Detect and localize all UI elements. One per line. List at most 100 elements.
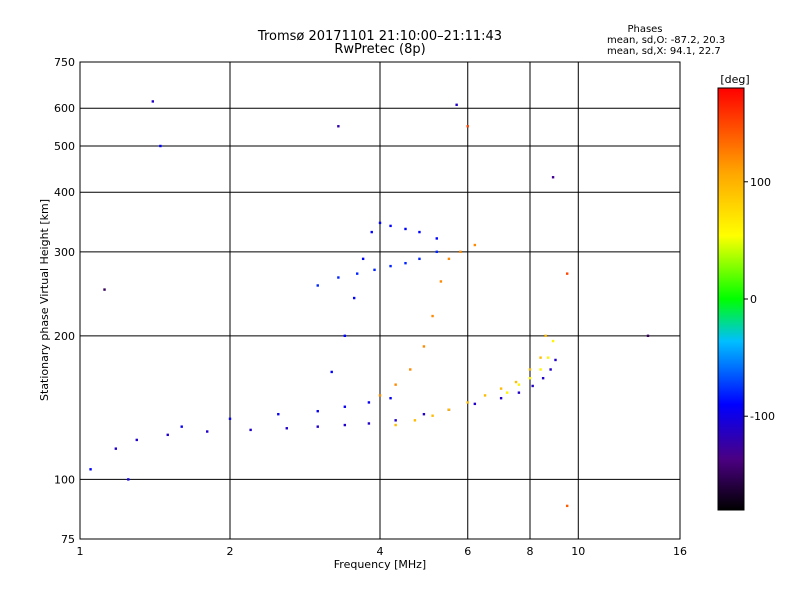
data-point xyxy=(517,391,521,394)
colorbar-tick-label: 0 xyxy=(750,293,757,306)
x-tick-label: 2 xyxy=(227,545,234,558)
data-point xyxy=(466,125,469,128)
data-point xyxy=(447,257,451,261)
data-point xyxy=(228,417,232,420)
stats-line-x: mean, sd,X: 94.1, 22.7 xyxy=(607,46,721,57)
data-point xyxy=(389,224,392,228)
data-point xyxy=(205,430,209,433)
data-point xyxy=(473,402,477,406)
data-point xyxy=(394,383,397,386)
data-point xyxy=(551,339,555,343)
data-point xyxy=(435,237,438,240)
data-point xyxy=(352,296,356,300)
data-point xyxy=(316,409,319,413)
stats-line-o: mean, sd,O: -87.2, 20.3 xyxy=(607,35,725,46)
data-point xyxy=(343,334,347,338)
x-tick-label: 16 xyxy=(673,545,687,558)
data-point xyxy=(554,358,557,362)
chart-subtitle: RwPretec (8p) xyxy=(334,42,425,57)
x-tick-label: 10 xyxy=(571,545,585,558)
data-point xyxy=(528,376,532,380)
data-point xyxy=(367,401,371,404)
data-point xyxy=(355,272,359,275)
data-point xyxy=(378,221,382,225)
chart-title: Tromsø 20171101 21:10:00–21:11:43 xyxy=(257,29,502,44)
data-point xyxy=(539,368,542,371)
data-point xyxy=(394,423,397,427)
data-point xyxy=(394,419,397,422)
y-tick-label: 400 xyxy=(54,186,75,199)
data-point xyxy=(541,376,545,380)
data-point xyxy=(378,394,382,397)
data-point xyxy=(431,414,434,417)
data-point xyxy=(330,370,333,374)
y-tick-label: 100 xyxy=(54,473,75,486)
data-point xyxy=(361,257,365,261)
y-axis-label: Stationary phase Virtual Height [km] xyxy=(38,199,51,401)
data-point xyxy=(370,230,373,234)
y-tick-label: 300 xyxy=(54,246,75,259)
data-point xyxy=(404,227,407,231)
data-point xyxy=(413,419,417,422)
data-point xyxy=(114,447,118,450)
data-point xyxy=(565,272,569,275)
data-point xyxy=(337,276,340,279)
colorbar xyxy=(717,87,745,511)
data-point xyxy=(435,250,438,254)
grid-layer xyxy=(80,62,680,539)
data-point xyxy=(389,264,392,268)
x-axis-ticks: 1 2 4 6 8 10 16 xyxy=(77,545,688,558)
y-axis-ticks: 75 100 200 300 400 500 600 750 xyxy=(54,56,75,546)
data-point xyxy=(249,428,252,432)
data-point xyxy=(367,422,371,425)
x-tick-label: 8 xyxy=(527,545,534,558)
data-point xyxy=(499,396,503,400)
colorbar-tick-label: -100 xyxy=(750,410,775,423)
y-tick-label: 75 xyxy=(61,533,75,546)
x-tick-label: 6 xyxy=(464,545,471,558)
data-point xyxy=(422,345,426,348)
data-point xyxy=(373,268,376,272)
data-point xyxy=(404,261,407,265)
data-point xyxy=(517,383,521,386)
y-tick-label: 200 xyxy=(54,330,75,343)
colorbar-label: [deg] xyxy=(720,73,749,86)
data-point xyxy=(646,334,650,338)
stats-heading: Phases xyxy=(627,24,662,35)
data-point xyxy=(439,280,443,283)
data-point xyxy=(447,408,451,411)
data-point xyxy=(551,176,555,179)
data-point xyxy=(459,250,462,254)
data-point xyxy=(422,412,426,416)
data-point xyxy=(514,380,518,384)
y-tick-label: 750 xyxy=(54,56,75,69)
data-point xyxy=(549,368,552,371)
data-point xyxy=(505,391,509,394)
data-point xyxy=(528,368,532,371)
data-point xyxy=(389,396,392,400)
data-point xyxy=(316,284,319,287)
data-point xyxy=(127,478,130,481)
data-point xyxy=(546,356,550,359)
data-point xyxy=(499,387,503,390)
data-point xyxy=(418,257,421,261)
x-axis-label: Frequency [MHz] xyxy=(334,558,426,571)
colorbar-ticks: 100 0 -100 xyxy=(744,176,775,423)
y-tick-label: 600 xyxy=(54,102,75,115)
data-point xyxy=(343,405,347,408)
data-point xyxy=(285,427,288,430)
data-point xyxy=(337,125,340,128)
data-point xyxy=(277,412,280,416)
data-point xyxy=(343,423,347,427)
data-point xyxy=(483,394,487,397)
data-point xyxy=(531,384,534,388)
x-tick-label: 4 xyxy=(377,545,384,558)
colorbar-tick-label: 100 xyxy=(750,176,771,189)
y-tick-label: 500 xyxy=(54,140,75,153)
data-point xyxy=(431,314,434,318)
data-point xyxy=(89,468,92,471)
data-point xyxy=(466,401,469,404)
data-point xyxy=(135,438,138,442)
data-point xyxy=(159,144,162,148)
